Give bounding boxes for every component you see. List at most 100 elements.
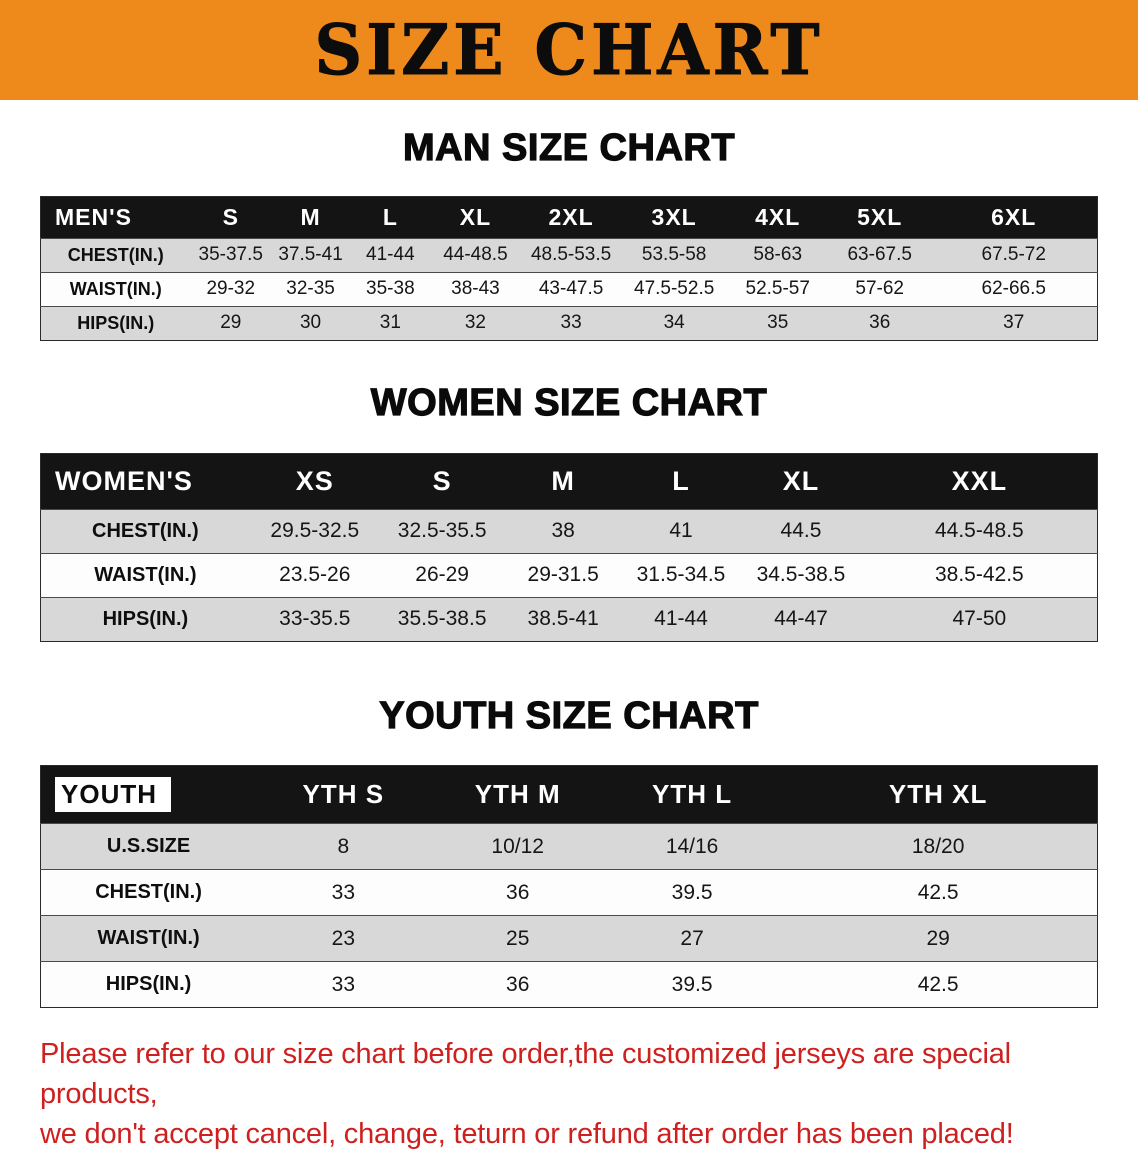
size-cell: 58-63 (726, 237, 829, 273)
size-cell: 39.5 (604, 869, 780, 916)
size-cell: 36 (430, 869, 605, 916)
size-col-header: L (350, 196, 431, 239)
size-col-header: 2XL (520, 196, 622, 239)
size-cell: 33 (520, 305, 622, 341)
row-label: CHEST(IN.) (40, 237, 191, 273)
size-cell: 29-31.5 (504, 552, 622, 598)
size-cell: 53.5-58 (621, 237, 727, 273)
women-header-row: WOMEN'S XS S M L XL XXL (40, 453, 1098, 510)
women-hips-row: HIPS(IN.) 33-35.5 35.5-38.5 38.5-41 41-4… (40, 596, 1098, 642)
size-cell: 44.5 (740, 508, 862, 554)
size-col-header: XL (740, 453, 862, 510)
women-table-wrap: WOMEN'S XS S M L XL XXL CHEST(IN.) 29.5-… (0, 452, 1138, 642)
size-cell: 29 (190, 305, 271, 341)
size-cell: 41-44 (350, 237, 431, 273)
size-cell: 36 (828, 305, 931, 341)
size-cell: 67.5-72 (930, 237, 1098, 273)
disclaimer-line-2: we don't accept cancel, change, teturn o… (40, 1118, 1014, 1151)
size-col-header: XS (249, 453, 380, 510)
size-cell: 37 (930, 305, 1098, 341)
men-chest-row: CHEST(IN.) 35-37.5 37.5-41 41-44 44-48.5… (40, 237, 1098, 273)
disclaimer: Please refer to our size chart before or… (0, 1034, 1138, 1166)
size-cell: 38 (504, 508, 622, 554)
size-cell: 41-44 (621, 596, 741, 642)
size-cell: 35-38 (350, 271, 431, 307)
size-cell: 32.5-35.5 (379, 508, 505, 554)
size-cell: 48.5-53.5 (520, 237, 622, 273)
youth-header-row: YOUTH YTH S YTH M YTH L YTH XL (40, 765, 1098, 824)
women-size-table: WOMEN'S XS S M L XL XXL CHEST(IN.) 29.5-… (40, 452, 1098, 642)
size-col-header: YTH L (604, 765, 780, 824)
men-table-wrap: MEN'S S M L XL 2XL 3XL 4XL 5XL 6XL CHEST… (0, 195, 1138, 341)
men-size-table: MEN'S S M L XL 2XL 3XL 4XL 5XL 6XL CHEST… (40, 195, 1098, 341)
row-label: U.S.SIZE (40, 823, 257, 870)
banner: SIZE CHART (0, 0, 1138, 100)
size-cell: 29 (779, 915, 1098, 962)
size-cell: 37.5-41 (270, 237, 351, 273)
size-cell: 32 (430, 305, 521, 341)
size-cell: 34 (621, 305, 727, 341)
size-col-header: 4XL (726, 196, 829, 239)
youth-size-table: YOUTH YTH S YTH M YTH L YTH XL U.S.SIZE … (40, 765, 1098, 1009)
size-col-header: S (190, 196, 271, 239)
women-chest-row: CHEST(IN.) 29.5-32.5 32.5-35.5 38 41 44.… (40, 508, 1098, 554)
size-cell: 35.5-38.5 (379, 596, 505, 642)
youth-waist-row: WAIST(IN.) 23 25 27 29 (40, 915, 1098, 962)
size-col-header: YTH S (256, 765, 431, 824)
size-cell: 62-66.5 (930, 271, 1098, 307)
size-cell: 41 (621, 508, 741, 554)
size-cell: 38-43 (430, 271, 521, 307)
youth-table-title: YOUTH (40, 765, 257, 824)
size-cell: 47-50 (861, 596, 1098, 642)
size-cell: 27 (604, 915, 780, 962)
size-cell: 33 (256, 961, 431, 1008)
men-hips-row: HIPS(IN.) 29 30 31 32 33 34 35 36 37 (40, 305, 1098, 341)
size-cell: 35-37.5 (190, 237, 271, 273)
size-cell: 44-47 (740, 596, 862, 642)
row-label: HIPS(IN.) (40, 305, 191, 341)
size-cell: 29.5-32.5 (249, 508, 380, 554)
size-cell: 43-47.5 (520, 271, 622, 307)
size-cell: 47.5-52.5 (621, 271, 727, 307)
size-cell: 38.5-42.5 (861, 552, 1098, 598)
size-cell: 42.5 (779, 961, 1098, 1008)
size-cell: 38.5-41 (504, 596, 622, 642)
youth-title-highlight: YOUTH (55, 777, 171, 813)
youth-ussize-row: U.S.SIZE 8 10/12 14/16 18/20 (40, 823, 1098, 870)
youth-hips-row: HIPS(IN.) 33 36 39.5 42.5 (40, 961, 1098, 1008)
row-label: WAIST(IN.) (40, 915, 257, 962)
size-col-header: YTH XL (779, 765, 1098, 824)
size-cell: 26-29 (379, 552, 505, 598)
men-table-title: MEN'S (40, 196, 191, 239)
youth-section-heading: YOUTH SIZE CHART (379, 694, 759, 737)
size-cell: 44.5-48.5 (861, 508, 1098, 554)
men-section-heading: MAN SIZE CHART (402, 127, 736, 170)
size-cell: 23 (256, 915, 431, 962)
size-cell: 33-35.5 (249, 596, 380, 642)
page-title: SIZE CHART (314, 9, 824, 91)
youth-chest-row: CHEST(IN.) 33 36 39.5 42.5 (40, 869, 1098, 916)
size-col-header: 6XL (930, 196, 1098, 239)
size-col-header: 3XL (621, 196, 727, 239)
row-label: HIPS(IN.) (40, 961, 257, 1008)
size-cell: 35 (726, 305, 829, 341)
women-section-heading: WOMEN SIZE CHART (370, 381, 768, 424)
size-cell: 34.5-38.5 (740, 552, 862, 598)
size-col-header: XL (430, 196, 521, 239)
row-label: CHEST(IN.) (40, 869, 257, 916)
size-col-header: M (270, 196, 351, 239)
youth-table-wrap: YOUTH YTH S YTH M YTH L YTH XL U.S.SIZE … (0, 765, 1138, 1009)
size-cell: 30 (270, 305, 351, 341)
size-cell: 36 (430, 961, 605, 1008)
size-col-header: M (504, 453, 622, 510)
size-cell: 31.5-34.5 (621, 552, 741, 598)
disclaimer-line-1: Please refer to our size chart before or… (40, 1038, 1011, 1111)
size-col-header: L (621, 453, 741, 510)
size-cell: 10/12 (430, 823, 605, 870)
size-cell: 39.5 (604, 961, 780, 1008)
men-waist-row: WAIST(IN.) 29-32 32-35 35-38 38-43 43-47… (40, 271, 1098, 307)
size-cell: 57-62 (828, 271, 931, 307)
size-cell: 33 (256, 869, 431, 916)
size-cell: 44-48.5 (430, 237, 521, 273)
